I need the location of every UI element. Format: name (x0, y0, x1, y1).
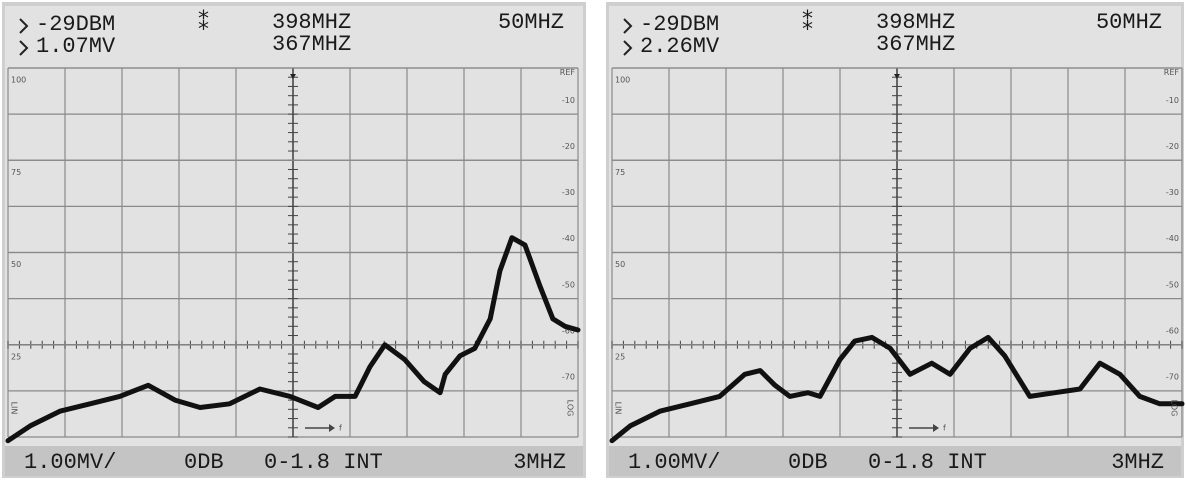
screen-face (5, 6, 583, 446)
y-tick-label: 100 (615, 76, 630, 85)
y2-tick-label: -20 (1166, 142, 1179, 151)
analyzer-screen: 255075100REF-10-20-30-40-50-60-70-29DBM1… (2, 2, 586, 478)
resolution-bandwidth: 3MHZ (1111, 450, 1164, 475)
y2-tick-label: REF (1164, 68, 1180, 77)
y2-tick-label: -30 (1166, 188, 1179, 197)
y-tick-label: 50 (11, 260, 21, 269)
y2-tick-label: -70 (1166, 373, 1179, 382)
x-axis-label: f (943, 424, 946, 433)
y2-tick-label: -30 (562, 188, 575, 197)
left-axis-label: LIN (614, 402, 623, 415)
span: 50MHZ (1096, 10, 1162, 35)
y-tick-label: 75 (11, 168, 21, 177)
x-axis-label: f (339, 424, 342, 433)
scale: 1.00MV/ (628, 450, 720, 475)
y2-tick-label: -10 (562, 96, 575, 105)
right-axis-label: LOG (1170, 400, 1179, 417)
attenuation: 0DB (184, 450, 224, 475)
resolution-bandwidth: 3MHZ (513, 450, 566, 475)
y2-tick-label: -70 (562, 373, 575, 382)
y-tick-label: 100 (11, 76, 26, 85)
marker-amplitude: 2.26MV (640, 34, 720, 59)
marker-symbol: ⁑ (198, 10, 209, 37)
scale: 1.00MV/ (24, 450, 116, 475)
y-tick-label: 25 (615, 352, 625, 361)
right-axis-label: LOG (566, 400, 575, 417)
y2-tick-label: -40 (1166, 234, 1179, 243)
y2-tick-label: -20 (562, 142, 575, 151)
marker-frequency: 367MHZ (272, 32, 351, 57)
screenshot: 255075100REF-10-20-30-40-50-60-70-29DBM1… (0, 0, 1186, 480)
y-tick-label: 25 (11, 352, 21, 361)
span: 50MHZ (498, 10, 564, 35)
y2-tick-label: -40 (562, 234, 575, 243)
y2-tick-label: -50 (1166, 280, 1179, 289)
marker-amplitude: 1.07MV (36, 34, 116, 59)
screen-face (609, 6, 1181, 446)
attenuation: 0DB (788, 450, 828, 475)
y2-tick-label: -50 (562, 280, 575, 289)
y2-tick-label: -60 (1166, 326, 1179, 335)
y-tick-label: 75 (615, 168, 625, 177)
marker-frequency: 367MHZ (876, 32, 955, 57)
filter: 0-1.8 INT (264, 450, 383, 475)
analyzer-screen: 255075100REF-10-20-30-40-50-60-70-29DBM2… (606, 2, 1184, 478)
filter: 0-1.8 INT (868, 450, 987, 475)
y2-tick-label: REF (560, 68, 576, 77)
left-axis-label: LIN (10, 402, 19, 415)
marker-symbol: ⁑ (802, 10, 813, 37)
y2-tick-label: -10 (1166, 96, 1179, 105)
y-tick-label: 50 (615, 260, 625, 269)
